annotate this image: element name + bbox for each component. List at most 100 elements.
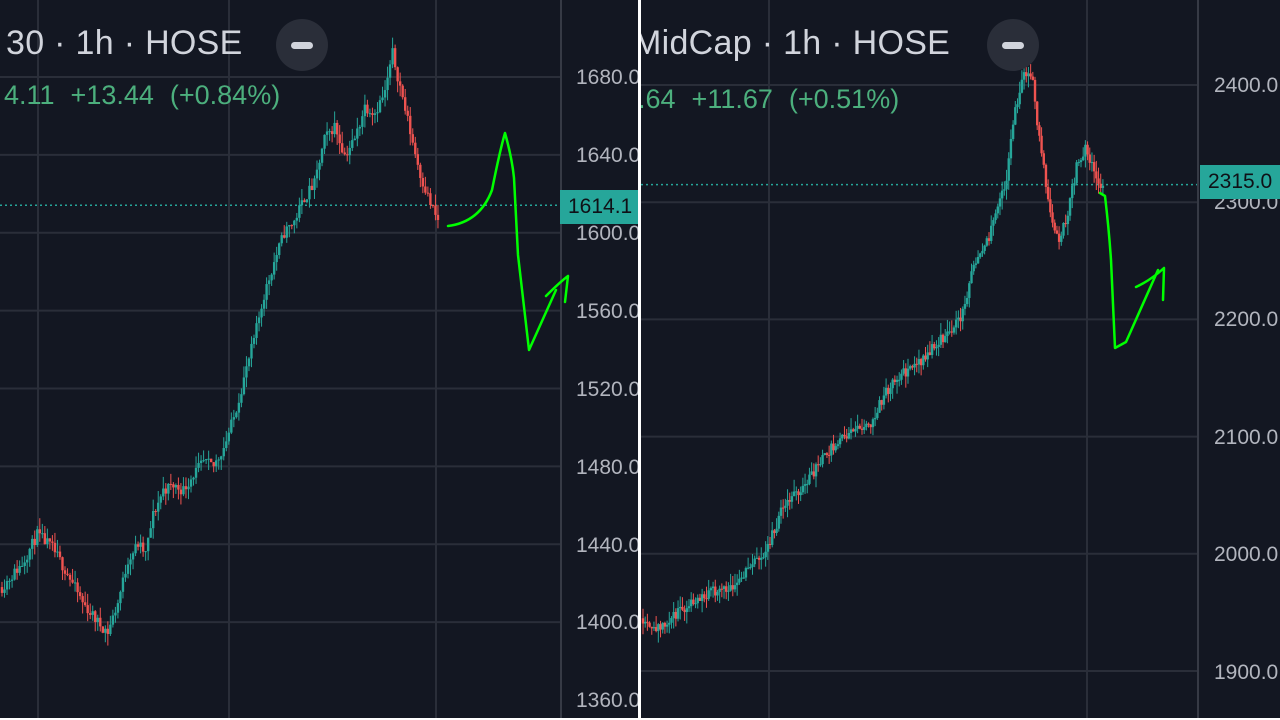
candle-body bbox=[1005, 180, 1008, 190]
candle-body bbox=[325, 131, 329, 135]
chart-panel-right[interactable]: MidCap · 1h · HOSE .64 +11.67 (+0.51%) 240… bbox=[641, 0, 1280, 718]
candle-body bbox=[235, 412, 238, 418]
candle-body bbox=[5, 581, 9, 590]
candle-body bbox=[225, 441, 228, 449]
candle-body bbox=[15, 568, 19, 573]
collapse-button-left[interactable] bbox=[276, 19, 328, 71]
candle-body bbox=[981, 250, 984, 254]
candle-body bbox=[275, 255, 278, 263]
chart-title-right: MidCap · 1h · HOSE bbox=[641, 24, 951, 62]
candle-body bbox=[1062, 222, 1065, 236]
candle-body bbox=[94, 611, 97, 623]
candle-body bbox=[164, 488, 167, 494]
candle-body bbox=[366, 104, 369, 114]
candle-body bbox=[363, 104, 367, 117]
candle-body bbox=[915, 363, 918, 365]
candle-body bbox=[869, 424, 872, 428]
candle-body bbox=[707, 590, 710, 599]
candle-body bbox=[81, 596, 84, 603]
candle-body bbox=[994, 213, 997, 221]
candle-body bbox=[68, 574, 72, 580]
chart-panel-left[interactable]: 30 · 1h · HOSE 4.11 +13.44 (+0.84%) 1680.0… bbox=[0, 0, 638, 718]
candle-body bbox=[768, 543, 772, 545]
candle-body bbox=[668, 622, 671, 625]
candle-body bbox=[1068, 198, 1072, 216]
candle-body bbox=[1033, 79, 1037, 102]
y-tick-left: 1600.0 bbox=[576, 222, 638, 245]
candle-body bbox=[878, 400, 881, 413]
candle-body bbox=[414, 142, 417, 155]
candle-body bbox=[48, 538, 52, 542]
candle-body bbox=[154, 511, 157, 513]
candle-body bbox=[817, 464, 820, 466]
candle-body bbox=[821, 455, 824, 465]
candle-body bbox=[775, 528, 778, 534]
candle-body bbox=[421, 177, 425, 187]
candle-body bbox=[889, 388, 892, 394]
candle-body bbox=[159, 496, 162, 503]
candle-body bbox=[1022, 72, 1026, 80]
candle-body bbox=[924, 355, 927, 360]
candle-body bbox=[1090, 162, 1094, 164]
collapse-button-right[interactable] bbox=[987, 19, 1039, 71]
change-value-left: +13.44 bbox=[70, 80, 154, 110]
candle-body bbox=[28, 548, 31, 560]
candle-body bbox=[8, 580, 11, 582]
candle-body bbox=[733, 585, 737, 590]
candle-body bbox=[298, 205, 301, 218]
candle-body bbox=[1044, 164, 1048, 187]
candle-body bbox=[313, 178, 316, 191]
candle-body bbox=[391, 48, 394, 65]
candle-body bbox=[207, 458, 210, 460]
candle-body bbox=[858, 425, 862, 429]
candle-body bbox=[86, 605, 89, 614]
candle-body bbox=[771, 530, 774, 545]
candle-body bbox=[338, 134, 341, 144]
candle-body bbox=[946, 331, 949, 337]
candle-body bbox=[83, 602, 87, 606]
candle-body bbox=[1040, 135, 1043, 154]
candle-body bbox=[731, 585, 734, 590]
candle-body bbox=[270, 274, 273, 281]
candle-body bbox=[672, 611, 675, 618]
candle-body bbox=[1016, 104, 1019, 108]
candle-body bbox=[179, 489, 183, 495]
candle-body bbox=[941, 334, 945, 343]
candle-body bbox=[683, 609, 686, 613]
chart-canvas-right[interactable] bbox=[641, 0, 1280, 718]
candle-body bbox=[764, 551, 767, 558]
candle-body bbox=[788, 499, 791, 502]
candle-body bbox=[1084, 144, 1087, 157]
candle-body bbox=[795, 491, 798, 493]
candle-body bbox=[963, 304, 967, 309]
candle-body bbox=[746, 567, 750, 569]
candle-body bbox=[89, 613, 92, 615]
candle-body bbox=[674, 611, 678, 619]
candle-body bbox=[876, 412, 879, 419]
candle-body bbox=[3, 589, 6, 593]
candle-body bbox=[303, 200, 306, 203]
candle-body bbox=[230, 419, 233, 433]
candle-body bbox=[1079, 160, 1083, 163]
candle-body bbox=[401, 85, 404, 98]
candle-body bbox=[922, 355, 925, 366]
candle-body bbox=[806, 483, 809, 485]
candle-body bbox=[424, 186, 427, 193]
chart-canvas-left[interactable] bbox=[0, 0, 638, 718]
candle-body bbox=[1020, 79, 1024, 93]
candle-body bbox=[970, 271, 973, 284]
candle-body bbox=[341, 143, 344, 153]
change-percent-left: (+0.84%) bbox=[169, 80, 281, 110]
candle-body bbox=[222, 448, 225, 457]
candle-body bbox=[687, 606, 691, 609]
candle-body bbox=[862, 426, 866, 430]
candle-body bbox=[333, 122, 336, 135]
candle-body bbox=[187, 486, 190, 490]
candle-body bbox=[867, 423, 870, 425]
candle-body bbox=[124, 573, 127, 578]
candle-body bbox=[346, 154, 349, 156]
candle-body bbox=[709, 588, 713, 591]
candle-body bbox=[31, 538, 34, 549]
candle-body bbox=[646, 621, 649, 623]
candle-body bbox=[393, 48, 397, 68]
